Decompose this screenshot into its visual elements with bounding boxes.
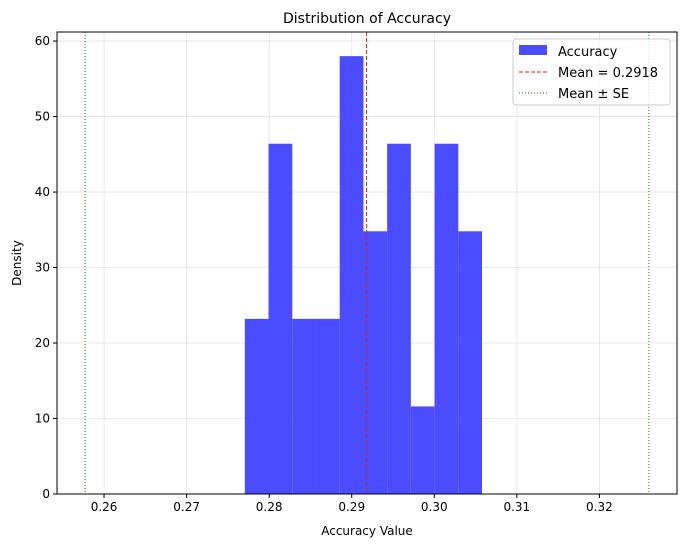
legend: Accuracy Mean = 0.2918 Mean ± SE bbox=[512, 38, 671, 106]
histogram-bar bbox=[387, 143, 411, 494]
legend-label-mean: Mean = 0.2918 bbox=[558, 66, 658, 81]
histogram-bar bbox=[434, 143, 459, 494]
legend-label-accuracy: Accuracy bbox=[558, 45, 618, 60]
legend-box bbox=[512, 38, 671, 106]
x-tick-label: 0.26 bbox=[91, 500, 118, 514]
chart-title: Distribution of Accuracy bbox=[283, 11, 451, 27]
bars bbox=[244, 56, 483, 495]
histogram-bar bbox=[268, 143, 293, 494]
y-tick-label: 60 bbox=[35, 34, 50, 48]
x-tick-label: 0.30 bbox=[421, 500, 448, 514]
y-tick-label: 30 bbox=[35, 261, 50, 275]
ticks: 0.26 0.27 0.28 0.29 0.30 0.31 0.32 0 10 20 30 40 50 6… bbox=[35, 34, 613, 514]
histogram-bar bbox=[315, 318, 340, 494]
reference-lines bbox=[84, 32, 650, 494]
x-axis-label: Accuracy Value bbox=[321, 524, 413, 538]
legend-label-se: Mean ± SE bbox=[558, 87, 629, 102]
y-tick-label: 10 bbox=[35, 412, 50, 426]
y-tick-label: 50 bbox=[35, 110, 50, 124]
plot-frame bbox=[56, 31, 678, 495]
x-tick-label: 0.27 bbox=[173, 500, 200, 514]
y-axis-label: Density bbox=[10, 240, 24, 286]
x-tick-label: 0.28 bbox=[256, 500, 283, 514]
x-tick-label: 0.29 bbox=[338, 500, 365, 514]
histogram-bar bbox=[458, 231, 483, 494]
histogram-bar bbox=[292, 318, 316, 494]
legend-swatch-accuracy bbox=[519, 45, 547, 55]
histogram-bar bbox=[244, 318, 269, 494]
y-tick-label: 0 bbox=[42, 487, 50, 501]
histogram-bar bbox=[363, 231, 388, 494]
x-tick-label: 0.31 bbox=[503, 500, 530, 514]
histogram-bar bbox=[339, 56, 364, 495]
y-tick-label: 20 bbox=[35, 336, 50, 350]
y-tick-label: 40 bbox=[35, 185, 50, 199]
x-tick-label: 0.32 bbox=[586, 500, 613, 514]
histogram-bar bbox=[410, 406, 435, 494]
